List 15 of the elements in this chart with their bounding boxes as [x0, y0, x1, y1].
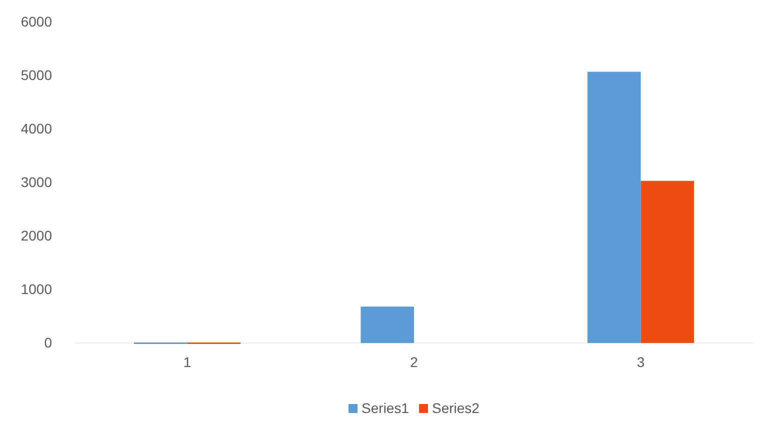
bar: [360, 306, 414, 343]
y-tick-label: 3000: [20, 174, 52, 190]
y-tick-label: 2000: [20, 227, 52, 244]
legend-label: Series1: [362, 400, 410, 416]
bar: [587, 72, 641, 343]
y-tick-label: 0: [44, 334, 52, 350]
bar: [640, 180, 694, 343]
legend-label: Series2: [432, 400, 480, 416]
y-tick-label: 5000: [20, 66, 52, 83]
x-tick-label: 1: [183, 354, 192, 370]
y-tick-label: 1000: [20, 280, 52, 297]
y-tick-label: 4000: [20, 120, 52, 136]
x-tick-label: 3: [636, 354, 645, 370]
y-tick-label: 6000: [20, 13, 52, 30]
x-tick-label: 2: [410, 354, 418, 370]
